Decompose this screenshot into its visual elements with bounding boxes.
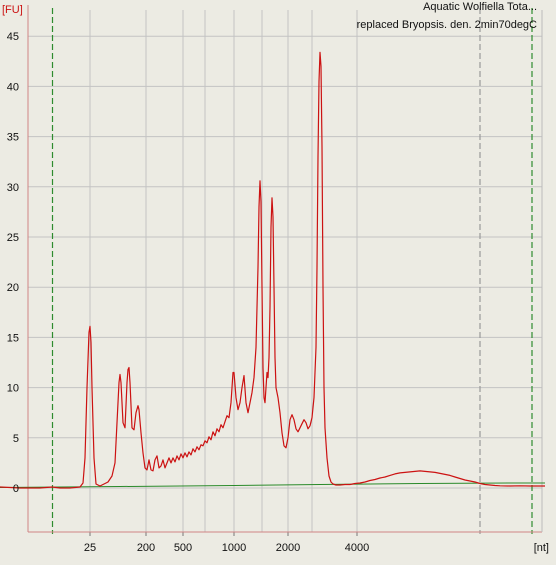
chart-title-line-1: Aquatic Wolfiella Tota... xyxy=(423,1,537,13)
axes xyxy=(27,5,543,536)
y-tick-label: 10 xyxy=(7,383,19,395)
signal-traces xyxy=(0,51,545,489)
y-tick-label: 45 xyxy=(7,31,19,43)
y-tick-label: 30 xyxy=(7,182,19,194)
y-axis-unit: [FU] xyxy=(2,4,23,16)
y-tick-label: 15 xyxy=(7,332,19,344)
y-tick-label: 35 xyxy=(7,132,19,144)
y-tick-label: 5 xyxy=(13,433,19,445)
grid-lines xyxy=(28,10,542,532)
x-axis-unit: [nt] xyxy=(534,542,549,554)
lower-upper-markers xyxy=(51,8,533,534)
y-tick-label: 40 xyxy=(7,81,19,93)
y-tick-label: 25 xyxy=(7,232,19,244)
x-tick-label: 25 xyxy=(84,542,96,554)
tick-labels: 0 5 10 15 20 25 30 35 40 45 25 200 500 1000 2000 4000 xyxy=(7,31,369,554)
x-tick-label: 4000 xyxy=(345,542,369,554)
y-tick-label: 20 xyxy=(7,282,19,294)
x-tick-label: 1000 xyxy=(222,542,246,554)
x-tick-label: 2000 xyxy=(276,542,300,554)
chart-title-line-2: replaced Bryopsis. den. 2min70degC xyxy=(357,19,537,31)
baseline-trace xyxy=(0,482,545,488)
signal-trace xyxy=(0,51,545,489)
x-tick-label: 200 xyxy=(137,542,155,554)
x-tick-label: 500 xyxy=(174,542,192,554)
y-tick-label: 0 xyxy=(13,483,19,495)
